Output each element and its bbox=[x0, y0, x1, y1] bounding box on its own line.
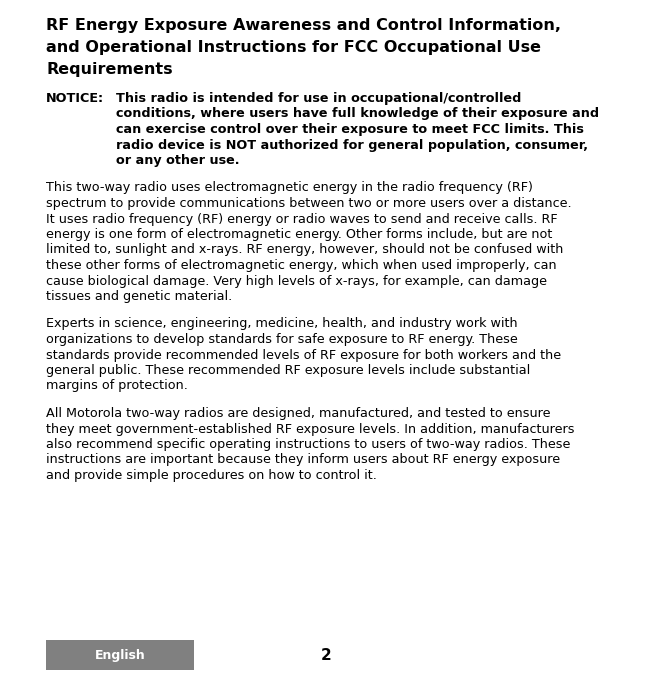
Text: This radio is intended for use in occupational/controlled: This radio is intended for use in occupa… bbox=[116, 92, 522, 105]
Text: RF Energy Exposure Awareness and Control Information,: RF Energy Exposure Awareness and Control… bbox=[46, 18, 561, 33]
Text: NOTICE:: NOTICE: bbox=[46, 92, 104, 105]
Text: limited to, sunlight and x-rays. RF energy, however, should not be confused with: limited to, sunlight and x-rays. RF ener… bbox=[46, 243, 563, 256]
Text: cause biological damage. Very high levels of x-rays, for example, can damage: cause biological damage. Very high level… bbox=[46, 274, 547, 287]
Text: these other forms of electromagnetic energy, which when used improperly, can: these other forms of electromagnetic ene… bbox=[46, 259, 557, 272]
FancyBboxPatch shape bbox=[46, 640, 194, 670]
Text: or any other use.: or any other use. bbox=[116, 154, 239, 167]
Text: and Operational Instructions for FCC Occupational Use: and Operational Instructions for FCC Occ… bbox=[46, 40, 541, 55]
Text: radio device is NOT authorized for general population, consumer,: radio device is NOT authorized for gener… bbox=[116, 139, 588, 151]
Text: general public. These recommended RF exposure levels include substantial: general public. These recommended RF exp… bbox=[46, 364, 530, 377]
Text: energy is one form of electromagnetic energy. Other forms include, but are not: energy is one form of electromagnetic en… bbox=[46, 228, 552, 241]
Text: standards provide recommended levels of RF exposure for both workers and the: standards provide recommended levels of … bbox=[46, 349, 561, 362]
Text: Requirements: Requirements bbox=[46, 62, 173, 77]
Text: 2: 2 bbox=[321, 648, 331, 662]
Text: conditions, where users have full knowledge of their exposure and: conditions, where users have full knowle… bbox=[116, 107, 599, 120]
Text: Experts in science, engineering, medicine, health, and industry work with: Experts in science, engineering, medicin… bbox=[46, 318, 518, 331]
Text: also recommend specific operating instructions to users of two-way radios. These: also recommend specific operating instru… bbox=[46, 438, 571, 451]
Text: they meet government-established RF exposure levels. In addition, manufacturers: they meet government-established RF expo… bbox=[46, 422, 574, 435]
Text: and provide simple procedures on how to control it.: and provide simple procedures on how to … bbox=[46, 469, 377, 482]
Text: instructions are important because they inform users about RF energy exposure: instructions are important because they … bbox=[46, 454, 560, 466]
Text: spectrum to provide communications between two or more users over a distance.: spectrum to provide communications betwe… bbox=[46, 197, 572, 210]
Text: margins of protection.: margins of protection. bbox=[46, 379, 188, 393]
Text: It uses radio frequency (RF) energy or radio waves to send and receive calls. RF: It uses radio frequency (RF) energy or r… bbox=[46, 212, 557, 226]
Text: can exercise control over their exposure to meet FCC limits. This: can exercise control over their exposure… bbox=[116, 123, 584, 136]
Text: All Motorola two-way radios are designed, manufactured, and tested to ensure: All Motorola two-way radios are designed… bbox=[46, 407, 550, 420]
Text: English: English bbox=[95, 648, 145, 662]
Text: This two-way radio uses electromagnetic energy in the radio frequency (RF): This two-way radio uses electromagnetic … bbox=[46, 181, 533, 195]
Text: tissues and genetic material.: tissues and genetic material. bbox=[46, 290, 232, 303]
Text: organizations to develop standards for safe exposure to RF energy. These: organizations to develop standards for s… bbox=[46, 333, 518, 346]
